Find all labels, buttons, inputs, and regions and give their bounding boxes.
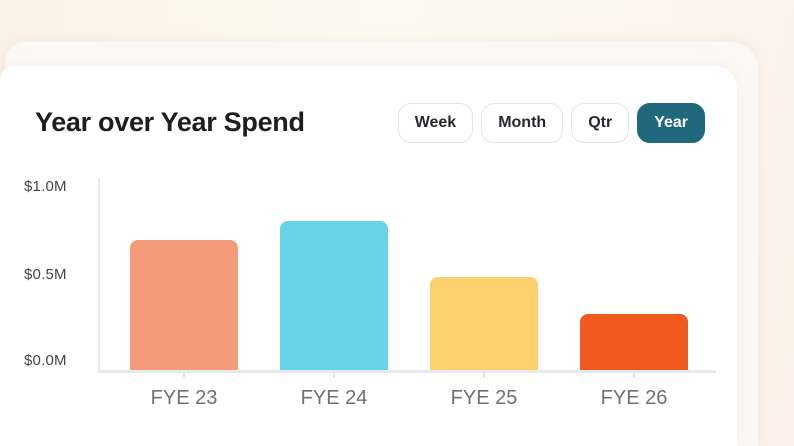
x-category-label: FYE 26 bbox=[600, 387, 668, 409]
range-button-week[interactable]: Week bbox=[397, 103, 474, 143]
x-tick-fye-23 bbox=[183, 373, 185, 378]
plot-area: FYE 23 FYE 24 FYE 25 FYE 26 bbox=[98, 178, 716, 409]
range-button-year[interactable]: Year bbox=[637, 103, 705, 143]
range-button-qtr[interactable]: Qtr bbox=[571, 103, 630, 143]
x-category-label: FYE 24 bbox=[300, 387, 368, 409]
y-tick-label-1.0m: $1.0M bbox=[24, 178, 67, 195]
bar-fye-26[interactable] bbox=[580, 314, 688, 370]
x-category-label: FYE 25 bbox=[450, 387, 518, 409]
range-toggle-group: Week Month Qtr Year bbox=[397, 103, 705, 143]
x-tick-fye-26 bbox=[633, 373, 635, 378]
x-tick-fye-24 bbox=[333, 373, 335, 378]
bar-fye-24[interactable] bbox=[280, 221, 388, 370]
y-tick-label-0.5m: $0.5M bbox=[24, 266, 67, 283]
spend-chart-card: Year over Year Spend Week Month Qtr Year… bbox=[0, 66, 737, 446]
bar-chart: $1.0M $0.5M $0.0M FYE 23 FYE 24 FYE 25 F… bbox=[0, 66, 737, 446]
bar-fye-23[interactable] bbox=[130, 240, 238, 370]
x-tick-fye-25 bbox=[483, 373, 485, 378]
card-title: Year over Year Spend bbox=[35, 107, 305, 137]
bar-fye-25[interactable] bbox=[430, 277, 538, 370]
y-axis-line bbox=[98, 178, 100, 373]
x-category-label: FYE 23 bbox=[150, 387, 218, 409]
y-tick-label-0.0m: $0.0M bbox=[24, 352, 67, 369]
range-button-month[interactable]: Month bbox=[481, 103, 564, 143]
x-axis-line bbox=[98, 370, 716, 373]
